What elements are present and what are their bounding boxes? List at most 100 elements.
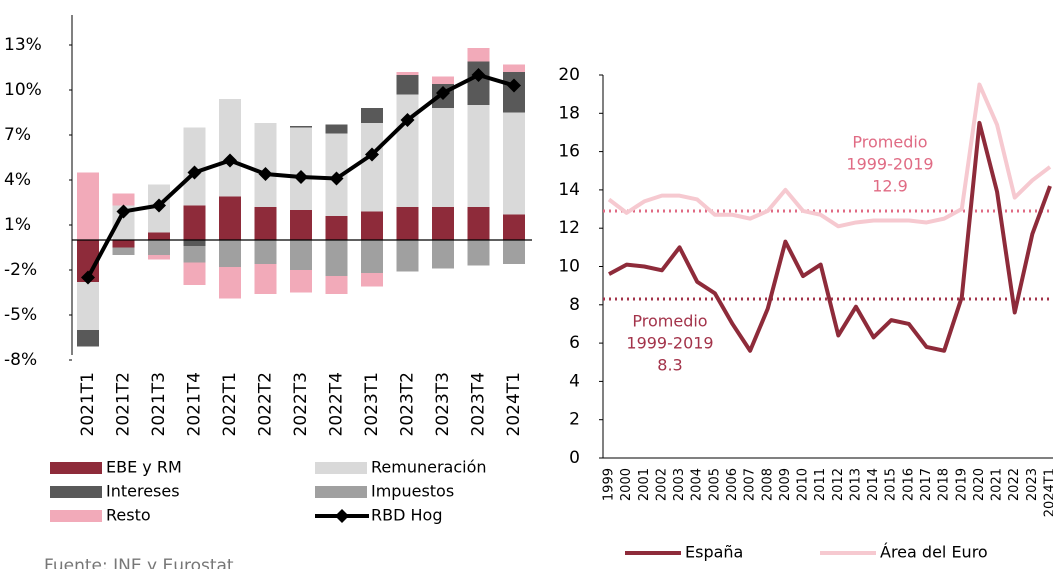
marker xyxy=(507,78,521,93)
x-tick-label: 2019 xyxy=(954,468,969,501)
x-tick-label: 2006 xyxy=(725,468,740,501)
marker xyxy=(152,198,166,213)
x-tick-label: 2000 xyxy=(619,468,634,501)
x-tick-label: 2021T1 xyxy=(78,372,98,436)
x-tick-label: 2023 xyxy=(1025,468,1040,501)
bar-segment xyxy=(396,207,419,240)
x-tick-label: 2003 xyxy=(672,468,687,501)
y-tick-label: 8 xyxy=(569,295,580,315)
line xyxy=(608,120,1052,353)
y-tick-label: -5% xyxy=(4,305,37,325)
bar-segment xyxy=(112,205,135,240)
y-tick-label: 7% xyxy=(4,125,31,145)
bar-segment xyxy=(112,193,135,206)
legend-swatch xyxy=(50,462,102,474)
marker xyxy=(400,113,415,127)
bar-segment xyxy=(361,273,383,287)
y-tick-label: 14 xyxy=(558,180,580,200)
bar-segment xyxy=(361,108,383,123)
marker xyxy=(471,68,486,82)
bar-segment xyxy=(219,240,241,267)
bar-segment xyxy=(432,76,454,84)
bar-segment xyxy=(432,240,454,269)
x-tick-label: 2014 xyxy=(866,468,881,501)
bar-segment xyxy=(396,94,419,207)
marker xyxy=(223,153,237,168)
y-tick-label: 18 xyxy=(558,103,580,123)
y-tick-label: 2 xyxy=(569,410,580,430)
bar-segment xyxy=(396,72,419,75)
bar-segment xyxy=(432,108,454,207)
x-tick-label: 2021T3 xyxy=(149,372,169,436)
bar-segment xyxy=(254,264,277,294)
bar-segment xyxy=(290,210,312,240)
bar-segment xyxy=(325,216,348,240)
source: Fuente: INE y Eurostat xyxy=(44,556,234,569)
bar-segment xyxy=(112,240,135,248)
legend-label: Impuestos xyxy=(371,482,454,501)
bar-segment xyxy=(183,240,206,246)
bar-segment xyxy=(254,240,277,264)
bar-segment xyxy=(467,105,490,207)
bar-segment xyxy=(290,126,312,128)
y-tick-label: 10 xyxy=(558,257,580,277)
y-tick-label: 4% xyxy=(4,170,31,190)
marker xyxy=(81,270,95,285)
marker xyxy=(294,170,308,184)
bar-segment xyxy=(432,207,454,240)
x-tick-label: 2024T1 xyxy=(504,372,524,436)
legend-label: Remuneración xyxy=(371,458,487,477)
bar-segment xyxy=(467,240,490,266)
x-tick-label: 2023T3 xyxy=(433,372,453,436)
x-tick-label: 2023T1 xyxy=(362,372,382,436)
y-tick-label: 13% xyxy=(4,35,42,55)
legend-swatch xyxy=(50,510,102,522)
x-tick-label: 2017 xyxy=(919,468,934,501)
x-tick-label: 2008 xyxy=(760,468,775,501)
marker xyxy=(258,167,273,181)
bar-segment xyxy=(467,61,490,105)
bar-segment xyxy=(112,247,135,255)
legend-swatch xyxy=(315,462,367,474)
bar-segment xyxy=(77,172,99,240)
annotation: Promedio xyxy=(632,312,707,331)
x-tick-label: 2013 xyxy=(848,468,863,501)
annotation-value: 8.3 xyxy=(657,356,682,375)
bar-segment xyxy=(290,240,312,270)
y-tick-label: 10% xyxy=(4,80,42,100)
x-tick-label: 2021T2 xyxy=(114,372,134,436)
legend-label: Intereses xyxy=(106,482,180,501)
bar-segment xyxy=(503,112,525,215)
bar-segment xyxy=(361,211,383,240)
x-tick-label: 2021T4 xyxy=(185,372,205,436)
bar-segment xyxy=(219,196,241,240)
x-tick-label: 2002 xyxy=(654,468,669,501)
x-tick-label: 2012 xyxy=(831,468,846,501)
marker xyxy=(329,171,344,186)
x-tick-label: 2011 xyxy=(813,468,828,501)
bar-segment xyxy=(467,48,490,62)
x-tick-label: 2005 xyxy=(707,468,722,501)
y-tick-label: 20 xyxy=(558,65,580,85)
legend-label: RBD Hog xyxy=(371,506,442,525)
x-tick-label: 1999 xyxy=(602,468,617,501)
annotation: 1999-2019 xyxy=(626,334,713,353)
y-tick-label: 6 xyxy=(569,333,580,353)
x-tick-label: 2016 xyxy=(901,468,916,501)
bar-segment xyxy=(503,64,525,72)
y-tick-label: -8% xyxy=(4,350,37,370)
legend-swatch xyxy=(50,486,102,498)
annotation-value: 12.9 xyxy=(872,177,908,196)
y-tick-label: 4 xyxy=(569,371,580,391)
x-tick-label: 2023T4 xyxy=(469,372,489,436)
x-tick-label: 2022T2 xyxy=(256,372,276,436)
bar-segment xyxy=(503,240,525,264)
x-tick-label: 2018 xyxy=(937,468,952,501)
x-tick-label: 2009 xyxy=(778,468,793,501)
x-tick-label: 2022T4 xyxy=(327,372,347,436)
bar-segment xyxy=(254,207,277,240)
bar-segment xyxy=(219,99,241,197)
bar-segment xyxy=(396,75,419,95)
bar-segment xyxy=(183,205,206,240)
legend-label: Área del Euro xyxy=(880,543,988,562)
